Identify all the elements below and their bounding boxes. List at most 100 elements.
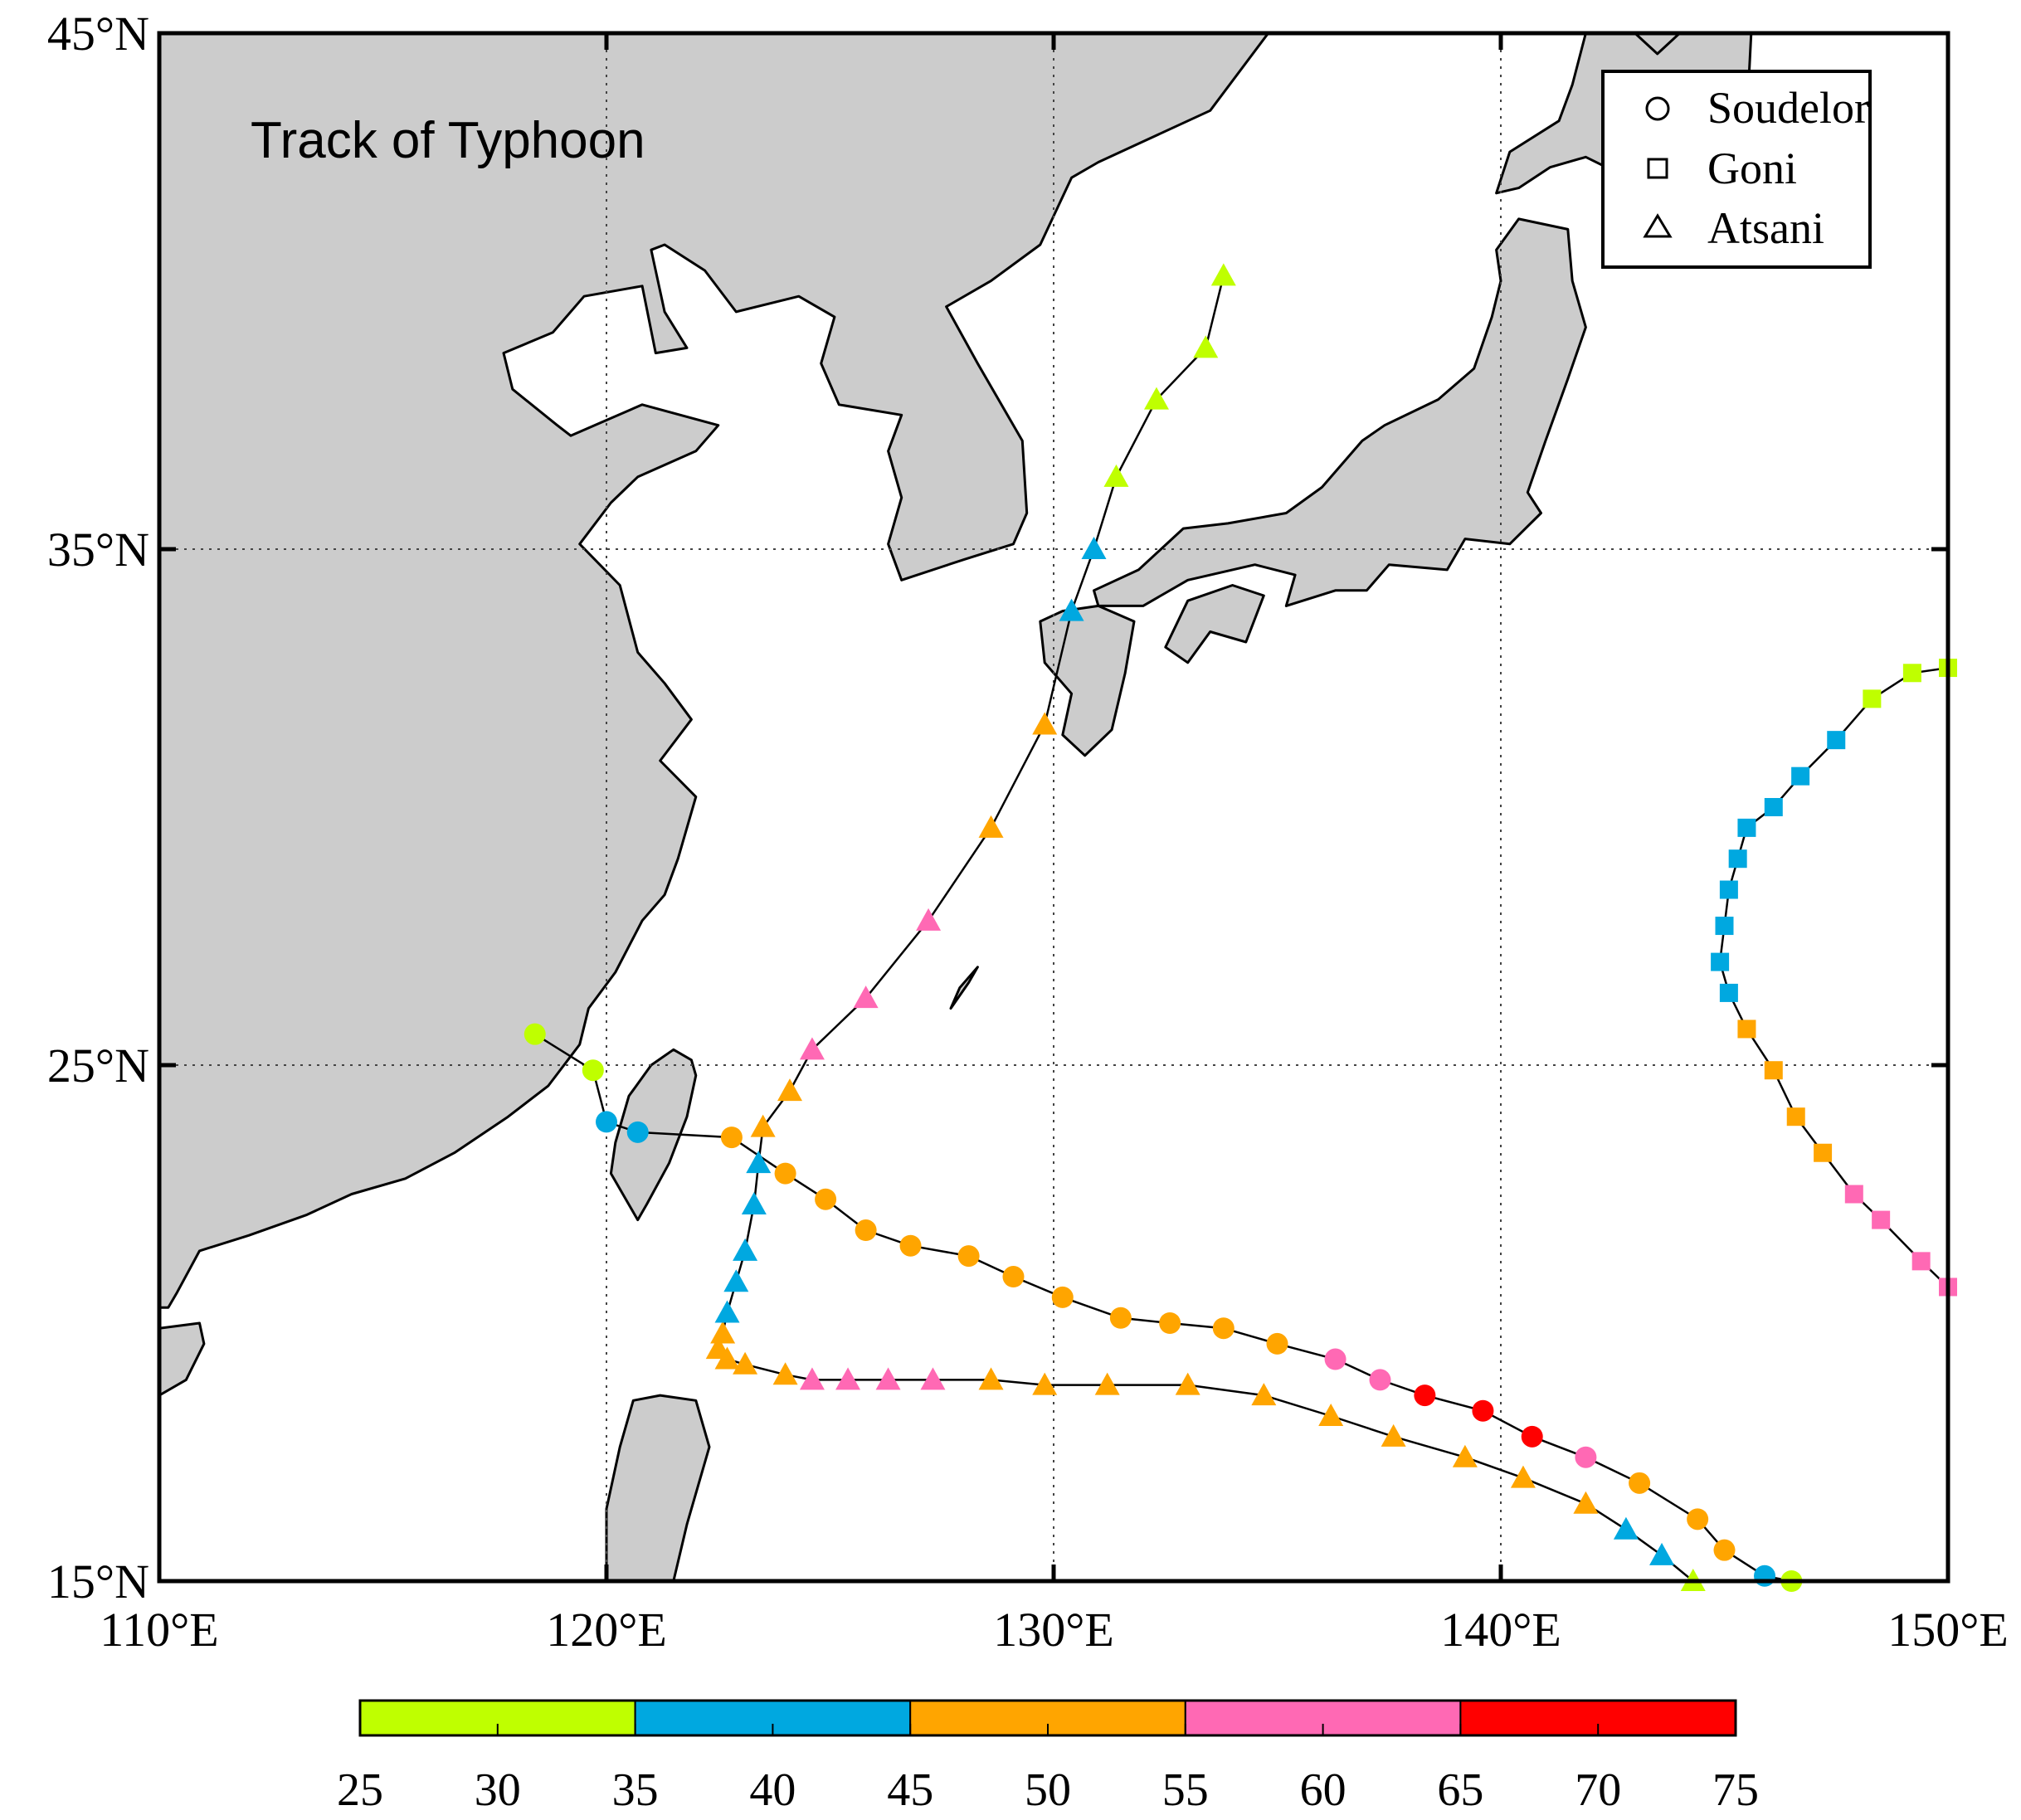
track-markers [524,263,1957,1592]
atsani-track-point [746,1151,772,1174]
soudelor-track-point [1629,1472,1651,1494]
lat-tick-label: 45°N [47,7,149,61]
goni-track-point [1737,818,1756,837]
lon-tick-label: 120°E [546,1603,667,1657]
soudelor-track-point [1521,1425,1543,1448]
atsani-track-point [1193,335,1219,358]
legend-triangle-icon [1643,213,1673,238]
atsani-track-point [741,1191,767,1214]
goni-track-point [1827,731,1846,750]
atsani-track-point [772,1362,798,1385]
soudelor-track-point [1212,1317,1235,1340]
atsani-track-point [1510,1465,1536,1488]
goni-track-point [1764,798,1783,816]
lat-tick-label: 15°N [47,1555,149,1608]
soudelor-track-point [1713,1539,1736,1561]
atsani-track-point [1143,387,1169,410]
atsani-track-point [1649,1542,1675,1565]
colorbar-tick-label: 50 [1025,1764,1071,1816]
soudelor-track-point [1472,1399,1494,1422]
goni-track-point [1863,689,1882,708]
lon-tick-label: 150°E [1887,1603,2009,1657]
atsani-track-point [723,1269,749,1292]
atsani-track-point [1103,464,1129,487]
atsani-track-point [705,1336,731,1360]
goni-track-point [1764,1061,1783,1080]
soudelor-track-point [957,1245,980,1268]
goni-track-point [1872,1210,1891,1229]
colorbar-tick-label: 45 [887,1764,933,1816]
soudelor-track-point [1002,1266,1025,1288]
atsani-track-point [1210,263,1236,286]
goni-track-point [1728,849,1747,869]
atsani-track-point [1251,1383,1277,1406]
land-luzon [605,1394,711,1581]
colorbar: 25 30 35 40 45 50 55 60 65 70 75 [337,1699,1759,1816]
land-mainland-china-korea [159,33,1270,1309]
atsani-track-point [1452,1444,1478,1467]
colorbar-tick-label: 60 [1300,1764,1347,1816]
goni-track-point [1814,1143,1833,1162]
lat-tick-label: 35°N [47,523,149,577]
colorbar-tick-label: 75 [1712,1764,1759,1816]
soudelor-track-point [1159,1312,1181,1334]
atsani-track-point [920,1367,946,1390]
atsani-track-point [1094,1372,1120,1395]
soudelor-track-point [582,1059,604,1082]
land-sakhalin-tip [1634,33,1682,56]
legend-label-soudelor: Soudelor [1707,83,1869,133]
colorbar-tick-label: 35 [612,1764,659,1816]
soudelor-track-point [1575,1446,1597,1468]
soudelor-track-point [1754,1565,1776,1587]
atsani-track-point [1175,1372,1200,1395]
soudelor-track-point [1414,1384,1436,1407]
atsani-track-point [733,1238,758,1261]
colorbar-tick-label: 70 [1575,1764,1621,1816]
colorbar-tick-label: 30 [475,1764,521,1816]
atsani-track-point [978,815,1004,838]
soudelor-track-point [774,1162,796,1185]
land-hainan [159,1321,206,1397]
soudelor-track-point [720,1127,743,1149]
atsani-track-point [978,1367,1004,1390]
land-shikoku [1164,584,1265,664]
colorbar-tick-label: 25 [337,1764,383,1816]
soudelor-track-point [596,1111,617,1133]
lon-tick-label: 110°E [100,1603,218,1657]
atsani-track-point [710,1321,736,1344]
goni-track-point [1737,1019,1756,1039]
soudelor-track-point [626,1121,649,1143]
legend-label-goni: Goni [1707,144,1797,193]
atsani-track-point [835,1367,861,1390]
legend-circle-icon [1645,96,1670,121]
goni-track-point [1902,664,1921,683]
atsani-track-point [1318,1403,1344,1426]
goni-track-point [1719,880,1738,899]
soudelor-track-point [855,1219,877,1242]
soudelor-track-point [1369,1369,1391,1391]
goni-track-point [1719,983,1738,1002]
legend-square-icon [1647,158,1668,179]
soudelor-track-point [899,1234,922,1257]
atsani-track-point [799,1037,825,1060]
goni-track-point [1844,1185,1863,1204]
soudelor-track-point [1109,1307,1132,1329]
lon-tick-label: 140°E [1440,1603,1561,1657]
atsani-track-point [1032,1372,1058,1395]
atsani-track-point [750,1114,776,1137]
colorbar-tick-label: 55 [1162,1764,1209,1816]
atsani-track-point [916,908,942,931]
soudelor-track-point [815,1188,837,1210]
lon-tick-label: 130°E [993,1603,1114,1657]
legend-label-atsani: Atsani [1707,203,1824,253]
goni-track-point [1786,1107,1805,1127]
colorbar-tick-label: 40 [749,1764,796,1816]
atsani-track-point [777,1078,802,1102]
legend: Soudelor Goni Atsani [1601,70,1872,269]
atsani-track-point [799,1367,825,1390]
atsani-track-point [1573,1491,1599,1514]
atsani-track-point [1081,537,1107,559]
atsani-track-point [1059,598,1084,621]
goni-track-point [1791,766,1810,786]
